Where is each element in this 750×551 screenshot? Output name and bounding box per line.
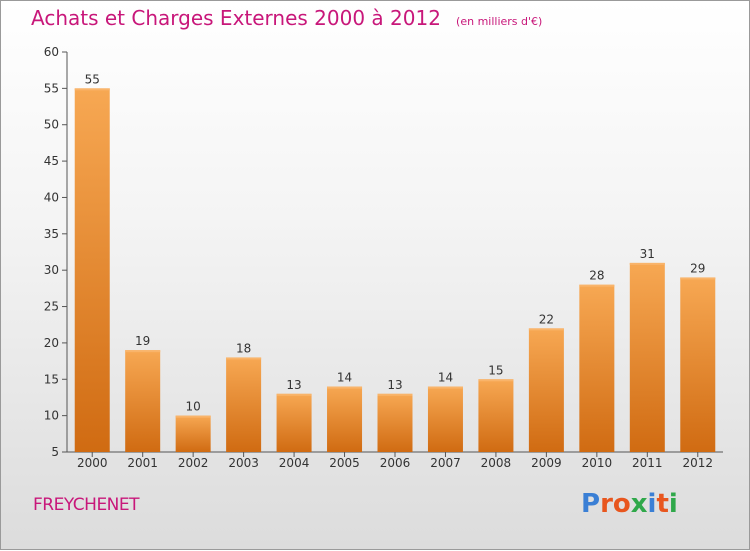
bar-value-label: 28	[589, 269, 604, 283]
bar	[327, 386, 363, 452]
bar	[175, 415, 211, 452]
chart-title-block: Achats et Charges Externes 2000 à 2012 (…	[31, 6, 542, 30]
x-tick-label: 2003	[228, 456, 259, 470]
proxiti-logo: Proxiti	[581, 489, 678, 519]
chart-title: Achats et Charges Externes 2000 à 2012	[31, 6, 441, 30]
bar-value-label: 55	[85, 72, 100, 86]
x-tick-label: 2012	[682, 456, 713, 470]
y-tick-label: 60	[44, 45, 59, 59]
y-tick-label: 15	[44, 372, 59, 386]
bar-value-label: 22	[539, 312, 554, 326]
bar-value-label: 29	[690, 261, 705, 275]
bar	[478, 379, 514, 452]
x-tick-label: 2010	[582, 456, 613, 470]
x-tick-label: 2006	[380, 456, 411, 470]
place-name: FREYCHENET	[33, 495, 140, 515]
bar-value-label: 19	[135, 334, 150, 348]
y-tick-label: 50	[44, 118, 59, 132]
bar-top-highlight	[427, 386, 463, 389]
bar-value-label: 13	[286, 378, 301, 392]
bar	[125, 350, 161, 452]
x-tick-label: 2002	[178, 456, 209, 470]
logo-letter: r	[600, 489, 613, 519]
x-tick-label: 2009	[531, 456, 562, 470]
bar	[74, 88, 110, 452]
x-tick-label: 2007	[430, 456, 461, 470]
x-tick-label: 2004	[279, 456, 310, 470]
y-tick-label: 55	[44, 81, 59, 95]
bar-top-highlight	[377, 393, 413, 396]
bar-top-highlight	[629, 262, 665, 265]
bar	[680, 277, 716, 452]
x-tick-label: 2008	[481, 456, 512, 470]
logo-letter: P	[581, 489, 601, 519]
bar-top-highlight	[125, 350, 161, 353]
bar-value-label: 14	[438, 371, 453, 385]
y-tick-label: 5	[51, 445, 59, 459]
bar-value-label: 15	[488, 363, 503, 377]
x-tick-label: 2000	[77, 456, 108, 470]
y-tick-label: 40	[44, 190, 59, 204]
y-tick-label: 10	[44, 409, 59, 423]
y-tick-label: 45	[44, 154, 59, 168]
chart-subtitle: (en milliers d'€)	[456, 15, 543, 28]
bar	[226, 357, 262, 452]
chart-bars	[74, 88, 716, 452]
logo-letter: t	[656, 489, 669, 519]
bar-value-label: 31	[640, 247, 655, 261]
x-tick-label: 2005	[329, 456, 360, 470]
bar	[427, 386, 463, 452]
logo-letter: x	[630, 489, 648, 519]
logo-letter: o	[612, 489, 631, 519]
y-tick-label: 30	[44, 263, 59, 277]
y-tick-label: 20	[44, 336, 59, 350]
y-tick-label: 25	[44, 300, 59, 314]
bar-top-highlight	[327, 386, 363, 389]
bar-top-highlight	[175, 415, 211, 418]
bar	[528, 328, 564, 452]
x-tick-label: 2011	[632, 456, 663, 470]
chart-labels: 2000 55 2001 19 2002 10 2003 18 2004 13 2005 14 2006…	[77, 72, 713, 470]
bar-top-highlight	[680, 277, 716, 280]
logo-letter: i	[647, 489, 657, 519]
bar-value-label: 14	[337, 371, 352, 385]
bar-top-highlight	[478, 379, 514, 382]
x-tick-label: 2001	[127, 456, 158, 470]
bar-top-highlight	[226, 357, 262, 360]
bar-value-label: 18	[236, 341, 251, 355]
bar-top-highlight	[276, 393, 312, 396]
bar	[276, 393, 312, 452]
bar-top-highlight	[74, 88, 110, 91]
bar	[377, 393, 413, 452]
bar	[579, 284, 615, 452]
y-tick-label: 35	[44, 227, 59, 241]
logo-letter: i	[668, 489, 678, 519]
bar-top-highlight	[528, 328, 564, 331]
bar	[629, 262, 665, 452]
bar-value-label: 13	[387, 378, 402, 392]
bar-top-highlight	[579, 284, 615, 287]
bar-value-label: 10	[186, 400, 201, 414]
